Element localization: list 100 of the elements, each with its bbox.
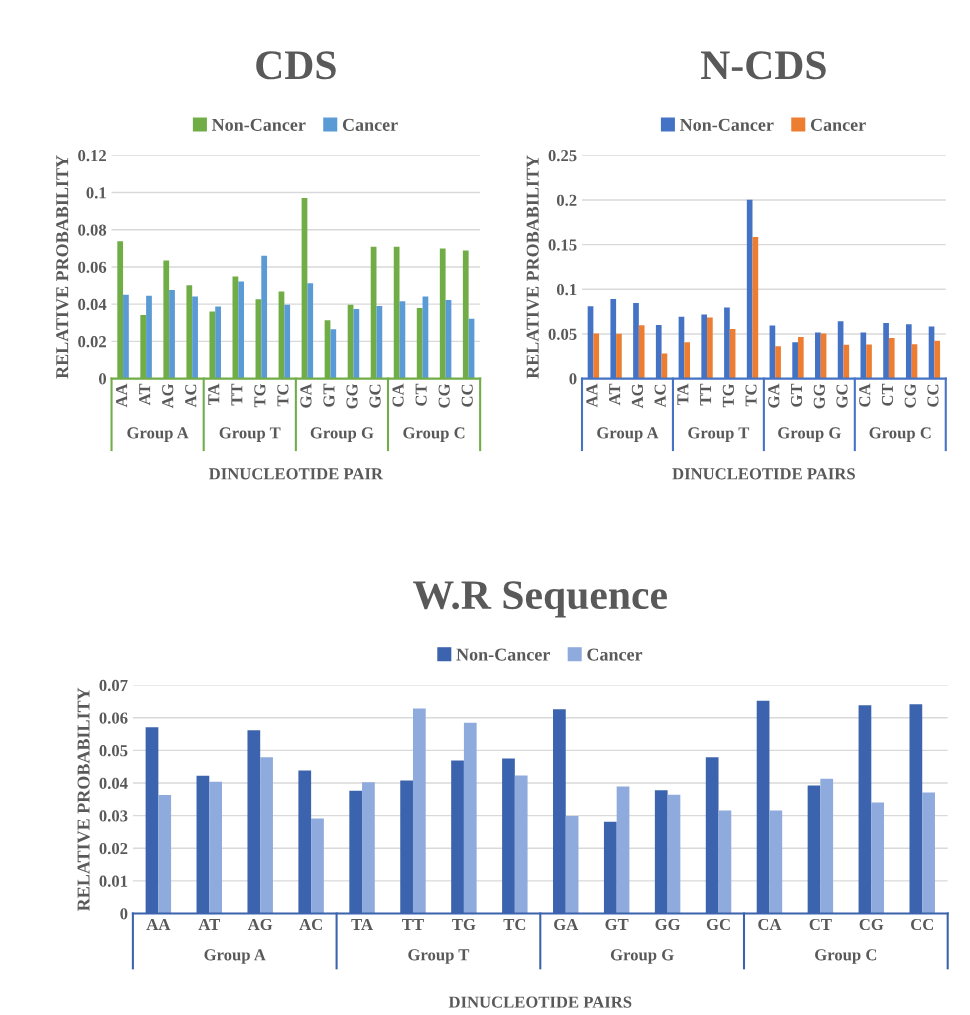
y-tick-label: 0.06 bbox=[78, 261, 107, 273]
y-tick-label: 0.2 bbox=[556, 194, 577, 206]
bar bbox=[638, 325, 645, 379]
text: Group T bbox=[688, 427, 750, 442]
bar bbox=[820, 778, 834, 914]
x-tick-label: GG bbox=[346, 383, 358, 409]
y-tick-label: 0.1 bbox=[86, 187, 106, 199]
x-axis-title: DINUCLEOTIDE PAIRS bbox=[672, 468, 855, 480]
legend-label: Cancer bbox=[342, 118, 398, 131]
y-tick-label: 0.05 bbox=[548, 328, 577, 340]
text: Group C bbox=[869, 427, 931, 442]
x-tick-label: TG bbox=[452, 918, 476, 931]
y-tick-label: 0.02 bbox=[78, 336, 106, 348]
x-tick-label: CG bbox=[859, 918, 884, 931]
y-tick-label: 0.12 bbox=[78, 149, 106, 162]
x-axis-title: DINUCLEOTIDE PAIR bbox=[209, 468, 384, 480]
text: Group T bbox=[219, 427, 281, 442]
x-tick-label: TT bbox=[700, 383, 712, 406]
x-tick-label: GC bbox=[836, 384, 848, 408]
text: Group A bbox=[597, 427, 659, 442]
bar bbox=[718, 810, 732, 914]
bar bbox=[871, 802, 885, 914]
bar bbox=[362, 782, 375, 914]
y-tick-label: 0 bbox=[98, 373, 107, 385]
x-tick-label: AA bbox=[146, 918, 171, 930]
x-tick-label: AG bbox=[162, 383, 174, 409]
x-tick-label: CA bbox=[758, 918, 782, 931]
x-tick-label: CG bbox=[904, 383, 916, 408]
x-tick-label: AT bbox=[609, 383, 621, 406]
bar bbox=[376, 306, 383, 379]
bar bbox=[934, 340, 941, 379]
bar bbox=[169, 290, 175, 379]
text: Group C bbox=[403, 427, 465, 442]
x-tick-label: AC bbox=[299, 918, 322, 931]
y-axis-title: RELATIVE PROBABILITY bbox=[526, 155, 539, 379]
x-tick-label: GG bbox=[813, 383, 825, 409]
bar bbox=[775, 346, 781, 379]
text: Group T bbox=[408, 949, 470, 964]
legend-label: Cancer bbox=[810, 118, 866, 131]
text: Group A bbox=[127, 427, 189, 442]
y-tick-label: 0.15 bbox=[548, 239, 577, 251]
bar bbox=[514, 775, 528, 914]
x-tick-label: TA bbox=[677, 383, 689, 406]
bar bbox=[215, 306, 221, 379]
bar bbox=[888, 337, 895, 379]
bar bbox=[843, 344, 850, 379]
bar bbox=[667, 794, 681, 914]
bar bbox=[311, 818, 324, 914]
x-tick-label: GA bbox=[554, 918, 579, 931]
bar bbox=[463, 722, 477, 914]
x-tick-label: TT bbox=[402, 919, 424, 930]
y-tick-label: 0.04 bbox=[78, 298, 107, 311]
bar bbox=[260, 757, 273, 914]
x-tick-label: AG bbox=[247, 918, 273, 931]
bar bbox=[284, 304, 291, 379]
y-tick-label: 0.04 bbox=[99, 777, 128, 790]
x-tick-label: TG bbox=[254, 383, 266, 408]
x-tick-label: CT bbox=[881, 383, 894, 406]
y-tick-label: 0.08 bbox=[78, 224, 107, 236]
x-tick-label: GA bbox=[768, 383, 780, 408]
x-tick-label: AT bbox=[139, 383, 151, 406]
x-tick-label: GG bbox=[655, 918, 681, 931]
bar bbox=[353, 309, 360, 379]
y-tick-label: 0.25 bbox=[548, 149, 577, 162]
x-tick-label: GT bbox=[790, 383, 803, 407]
x-tick-label: AT bbox=[198, 918, 220, 930]
legend-label: Non-Cancer bbox=[456, 648, 550, 661]
x-tick-label: TC bbox=[277, 384, 289, 407]
x-tick-label: CA bbox=[859, 383, 871, 407]
x-tick-label: GC bbox=[706, 918, 730, 931]
bar bbox=[866, 344, 872, 379]
x-tick-label: TT bbox=[231, 383, 243, 406]
x-tick-label: CC bbox=[911, 918, 933, 931]
bar bbox=[158, 795, 172, 914]
y-tick-label: 0.05 bbox=[99, 745, 128, 757]
chart-title: N-CDS bbox=[701, 51, 826, 80]
y-tick-label: 0.01 bbox=[99, 875, 128, 887]
x-tick-label: AA bbox=[586, 383, 598, 408]
legend-label: Cancer bbox=[587, 648, 643, 661]
x-tick-label: CC bbox=[461, 384, 473, 407]
chart-title: W.R Sequence bbox=[413, 581, 667, 618]
x-tick-label: CA bbox=[392, 383, 404, 407]
y-tick-label: 0.03 bbox=[99, 810, 128, 822]
y-axis-title: RELATIVE PROBABILITY bbox=[56, 155, 69, 379]
y-tick-label: 0.07 bbox=[99, 679, 128, 692]
x-tick-label: GT bbox=[323, 383, 335, 407]
x-tick-label: TC bbox=[745, 384, 757, 407]
chart-title: CDS bbox=[256, 51, 336, 80]
text: Group C bbox=[815, 949, 877, 964]
x-tick-label: AC bbox=[654, 384, 666, 408]
x-tick-label: CG bbox=[438, 383, 450, 408]
text: Group G bbox=[610, 949, 674, 964]
x-tick-label: TA bbox=[208, 383, 220, 406]
bar bbox=[593, 333, 600, 379]
bar bbox=[769, 810, 783, 914]
bar bbox=[307, 283, 314, 379]
x-tick-label: AC bbox=[185, 384, 197, 408]
legend-label: Non-Cancer bbox=[211, 118, 306, 131]
x-tick-label: CC bbox=[927, 384, 939, 407]
bar bbox=[797, 336, 804, 379]
